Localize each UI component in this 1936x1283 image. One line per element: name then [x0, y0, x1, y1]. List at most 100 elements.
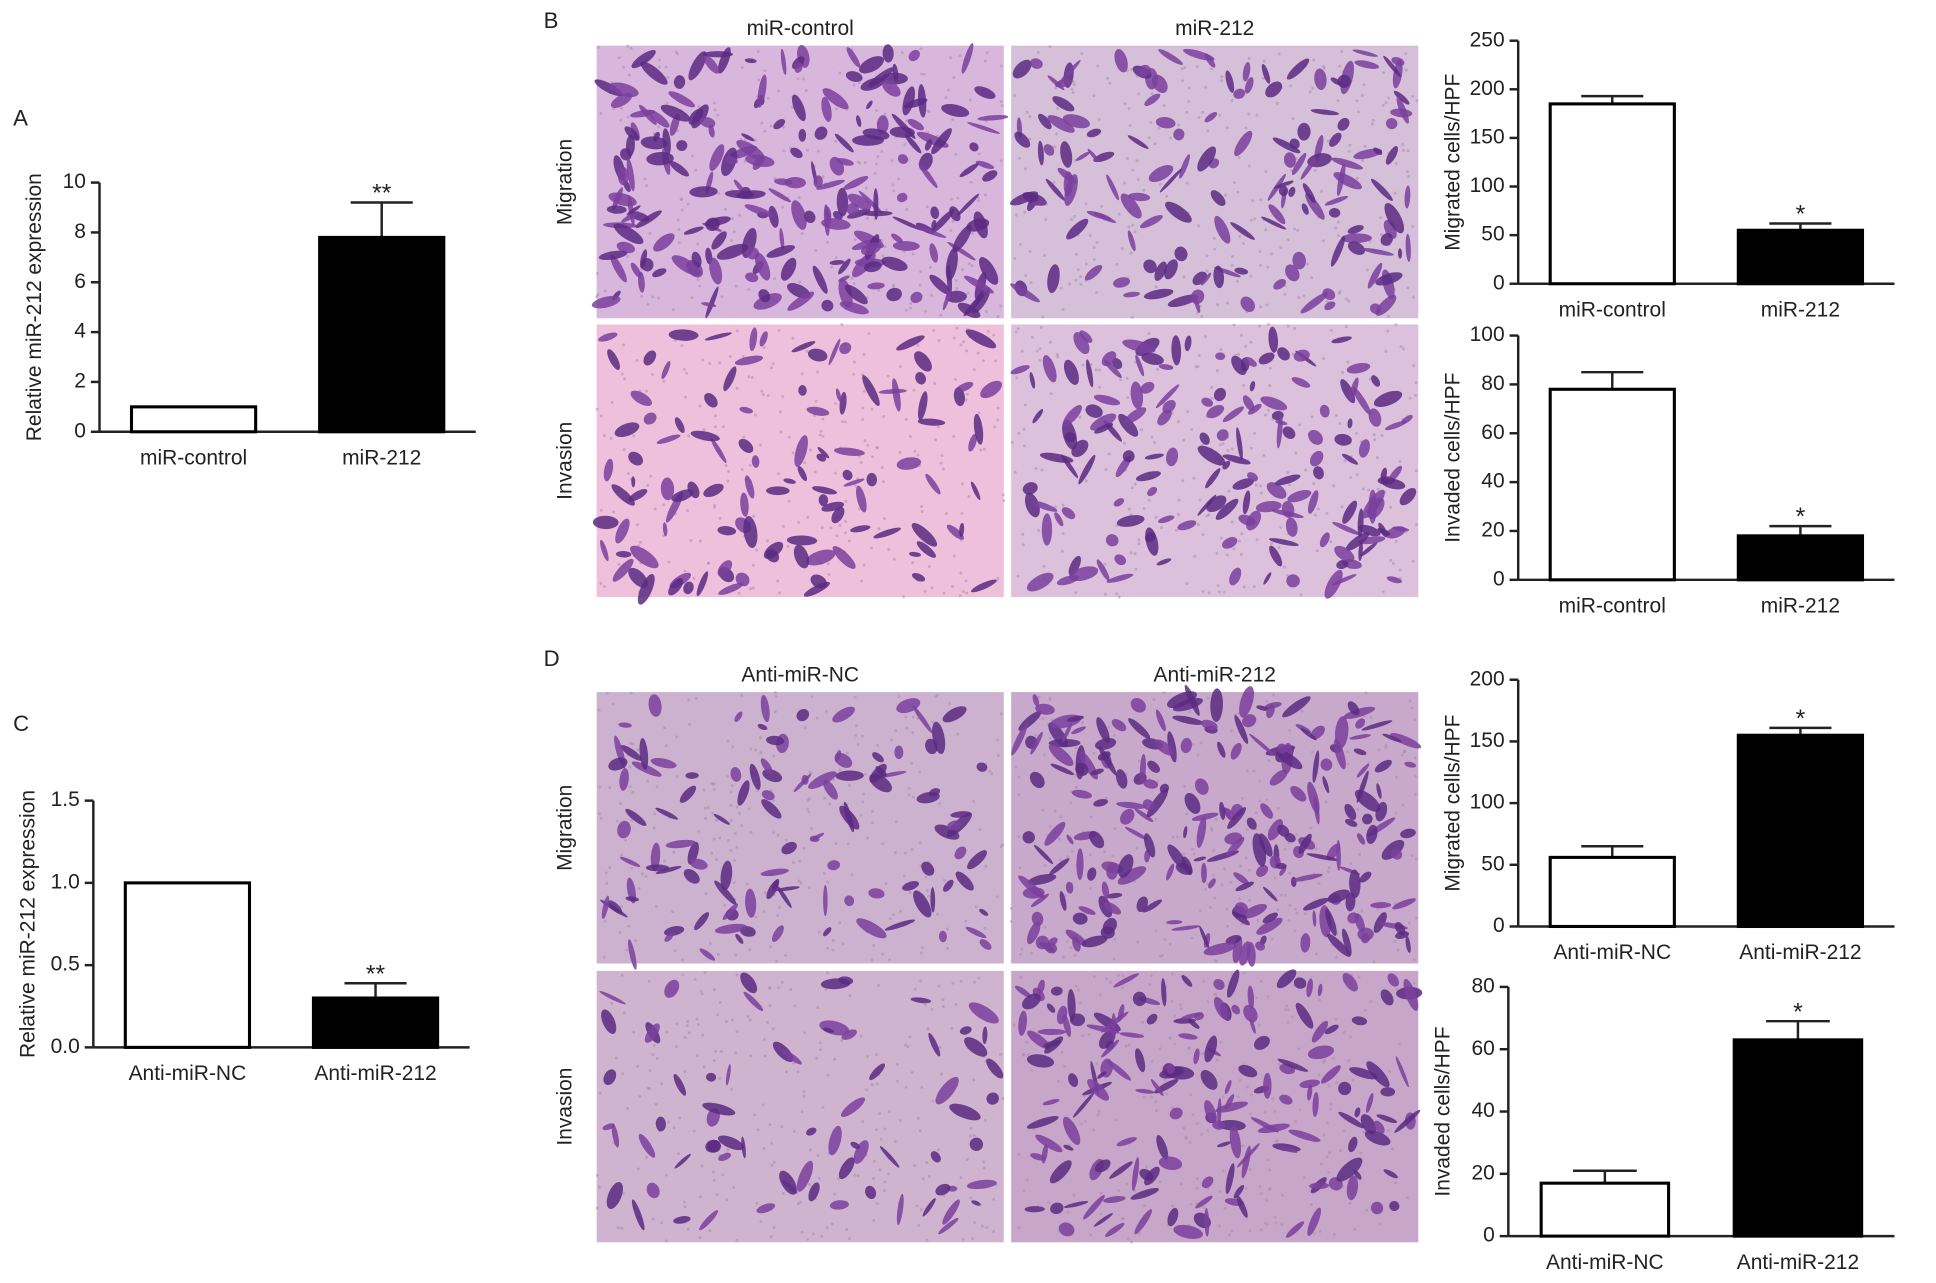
pore [768, 987, 772, 990]
pore [595, 272, 599, 275]
pore [1025, 1040, 1029, 1044]
cell [1292, 873, 1323, 882]
cell [1345, 892, 1356, 912]
cell [1233, 872, 1249, 885]
pore [920, 510, 924, 513]
cell [668, 91, 695, 108]
cell [1012, 59, 1032, 79]
pore [1407, 174, 1411, 178]
pore [826, 880, 830, 884]
pore [1302, 1176, 1306, 1180]
cell [1052, 96, 1075, 112]
pore [625, 254, 629, 258]
pore [904, 715, 908, 719]
pore [800, 232, 804, 235]
pore [732, 230, 736, 234]
pore [816, 370, 819, 374]
cell [1197, 445, 1226, 466]
pore [881, 254, 885, 258]
cell [1336, 559, 1349, 570]
pore [1060, 1050, 1064, 1054]
cell [963, 275, 994, 294]
cell [1145, 527, 1159, 556]
pore [1162, 691, 1166, 695]
pore [725, 1198, 729, 1202]
pore [1408, 699, 1412, 703]
pore [1291, 117, 1295, 121]
pore [944, 96, 948, 99]
pore [852, 83, 856, 87]
cell [1360, 542, 1378, 557]
cell [783, 478, 796, 484]
pore [940, 454, 944, 458]
pore [1201, 590, 1205, 593]
pore [1276, 806, 1280, 810]
cell [1027, 873, 1057, 885]
pore [1066, 854, 1069, 858]
pore [1083, 1119, 1087, 1123]
pore [863, 772, 867, 776]
cell [979, 939, 992, 950]
pore [636, 1064, 640, 1068]
pore [865, 216, 869, 220]
cell [911, 572, 926, 582]
pore [729, 848, 733, 852]
pore [1117, 212, 1121, 216]
pore [908, 1035, 912, 1039]
cell [967, 850, 988, 870]
pore [675, 1022, 679, 1026]
cell [1144, 453, 1164, 460]
cell [628, 451, 644, 466]
pore [660, 1082, 664, 1086]
cell [781, 1049, 802, 1065]
cell [1113, 498, 1125, 507]
pore [1197, 354, 1201, 358]
pore [939, 461, 943, 465]
cell [915, 371, 926, 385]
pore [902, 595, 906, 599]
pore [1411, 559, 1415, 563]
cell [614, 422, 640, 438]
x-tick-label: Anti-miR-212 [1739, 941, 1861, 964]
pore [1076, 268, 1080, 272]
pore [1313, 513, 1317, 517]
pore [875, 1202, 879, 1206]
cell [1324, 1024, 1339, 1035]
pore [1336, 234, 1340, 238]
pore [635, 523, 639, 527]
pore [1215, 1058, 1219, 1062]
pore [1242, 971, 1246, 975]
pore [733, 831, 737, 835]
cell [1014, 985, 1032, 998]
cell [1075, 762, 1089, 776]
cell [1242, 714, 1257, 728]
pore [1142, 506, 1146, 510]
pore [714, 414, 717, 418]
pore [730, 745, 734, 749]
pore [965, 349, 969, 353]
cell [704, 332, 732, 341]
pore [695, 1017, 699, 1021]
pore [870, 546, 873, 550]
cell [1122, 450, 1135, 463]
pore [777, 329, 781, 332]
pore [953, 377, 957, 381]
cell [655, 807, 679, 820]
pore [861, 1120, 865, 1124]
cell [1282, 426, 1296, 439]
pore [1012, 1023, 1016, 1027]
cell [1238, 1064, 1258, 1078]
cell [669, 160, 690, 177]
cell [1063, 404, 1082, 426]
cell [766, 880, 779, 900]
cell [699, 1210, 719, 1231]
cell [896, 1193, 904, 1226]
pore [845, 1228, 849, 1232]
pore [1336, 99, 1340, 103]
cell [1310, 725, 1325, 740]
pore [919, 270, 923, 274]
pore [617, 56, 621, 60]
pore [1127, 1237, 1130, 1241]
cell [1204, 53, 1216, 68]
cell [829, 156, 845, 176]
